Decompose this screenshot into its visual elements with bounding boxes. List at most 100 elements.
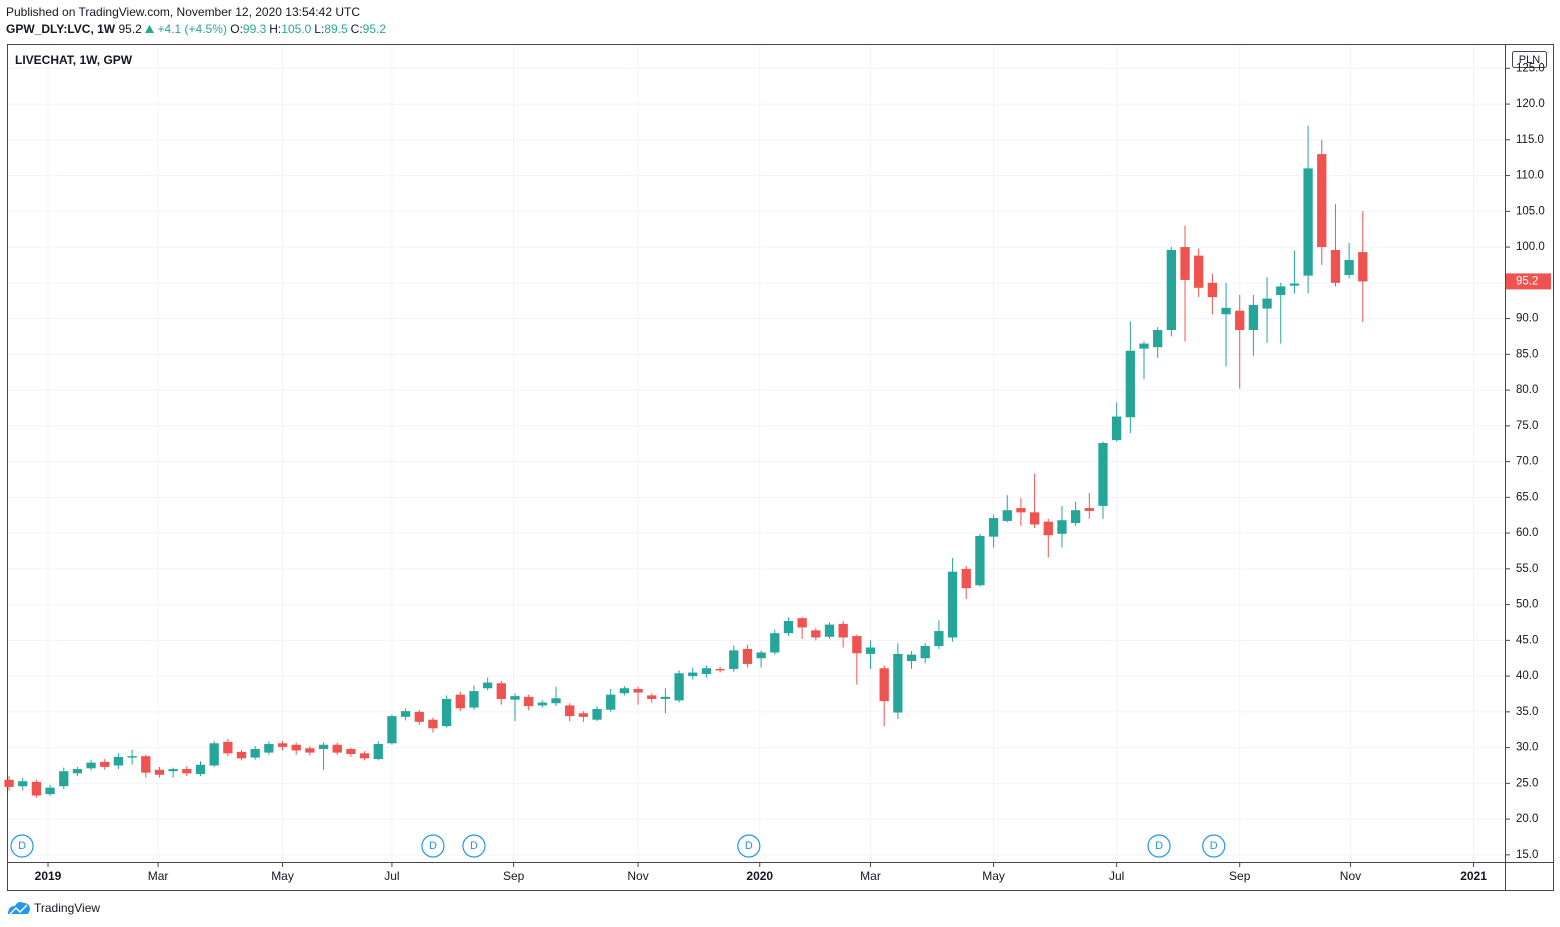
candle-body [947, 571, 958, 638]
candle-body [1330, 249, 1341, 283]
y-tick-label: 70.0 [1516, 456, 1538, 468]
x-tick-label: Mar [148, 869, 169, 883]
candle-body [182, 769, 192, 774]
y-tick-label: 75.0 [1516, 420, 1538, 432]
candle-body [59, 771, 69, 787]
candle-body [606, 694, 616, 710]
candle-body [1276, 286, 1286, 295]
y-tick-label: 40.0 [1516, 670, 1538, 682]
candle-body [865, 647, 876, 654]
candle-body [797, 618, 807, 628]
y-tick-label: 125.0 [1516, 62, 1545, 74]
candle-body [250, 749, 260, 758]
candle-body [1221, 307, 1231, 315]
x-tick-label: May [982, 869, 1005, 883]
candle-body [1207, 282, 1218, 298]
y-tick-label: 105.0 [1516, 205, 1545, 217]
ohlc-value: 95.2 [362, 22, 387, 36]
candle-body [482, 682, 493, 689]
candle-body [127, 756, 137, 758]
x-tick-label: Nov [1340, 869, 1361, 883]
candle-body [1125, 350, 1135, 418]
candle-body [428, 719, 438, 729]
up-arrow [145, 25, 155, 33]
candle-body [838, 623, 848, 638]
candle-body [783, 621, 794, 634]
candle-body [113, 756, 124, 766]
x-tick-label: Nov [627, 869, 648, 883]
brand: TradingView [34, 901, 100, 915]
candle-body [277, 743, 288, 747]
event-label: D [745, 840, 753, 852]
y-tick-label: 55.0 [1516, 563, 1538, 575]
candle-body [387, 716, 397, 744]
candle-body [496, 683, 506, 699]
candle-body [441, 698, 452, 727]
candle-body [1112, 416, 1122, 441]
candle-body [1070, 510, 1081, 524]
candle-body [45, 787, 55, 795]
event-marker [462, 834, 486, 858]
candle-body [674, 673, 684, 701]
candle-body [346, 749, 356, 755]
change: +4.1 (+4.5%) [157, 22, 227, 36]
ohlc-value: 105.0 [281, 22, 312, 36]
currency: PLN [1519, 54, 1540, 66]
brand-logo-line [9, 904, 28, 915]
candle-body [688, 672, 698, 677]
candle-body [920, 646, 930, 659]
event-label: D [470, 840, 478, 852]
x-tick-label: 2019 [35, 869, 62, 883]
candle-body [373, 744, 383, 760]
candle-body [1248, 304, 1259, 331]
candle-body [742, 648, 753, 664]
candle-body [1317, 154, 1327, 248]
ohlc-value: 99.3 [242, 22, 267, 36]
event-marker [10, 834, 34, 858]
event-marker [737, 834, 761, 858]
candle-body [223, 741, 233, 754]
symbol-line: GPW_DLY:LVC, 1W 95.2 +4.1 (+4.5%) O:99.3… [6, 22, 389, 36]
x-tick-label: Jul [1109, 869, 1124, 883]
x-tick-label: Jul [384, 869, 399, 883]
y-tick-label: 90.0 [1516, 313, 1538, 325]
candle-body [1166, 249, 1177, 331]
candle-body [1180, 247, 1190, 280]
x-tick-label: Sep [1229, 869, 1251, 883]
candle-body [72, 769, 83, 774]
ohlc-label: H: [269, 22, 282, 36]
ohlc-label: L: [314, 22, 325, 36]
chart-title: LIVECHAT, 1W, GPW [15, 53, 133, 67]
candle-body [4, 779, 14, 787]
candle-body [141, 756, 151, 773]
candle-body [469, 691, 479, 708]
candle-body [154, 769, 165, 775]
candle-body [770, 633, 780, 653]
candle-body [1235, 310, 1245, 331]
y-tick-label: 15.0 [1516, 849, 1538, 861]
ohlc-value: 89.5 [324, 22, 348, 36]
candle-body [1289, 283, 1300, 286]
y-tick-label: 50.0 [1516, 599, 1538, 611]
event-label: D [1155, 840, 1163, 852]
candle-body [291, 744, 301, 751]
candle-body [510, 696, 520, 700]
y-tick-label: 115.0 [1516, 134, 1544, 146]
candle-body [811, 630, 821, 638]
candle-body [195, 764, 206, 775]
x-tick-label: 2021 [1460, 869, 1487, 883]
candle-body [31, 781, 42, 796]
y-tick-label: 80.0 [1516, 384, 1538, 396]
candle-body [893, 653, 903, 713]
candle-body [264, 744, 274, 753]
candle-body [524, 696, 534, 707]
candle-body [879, 668, 889, 702]
candle-body [1153, 330, 1163, 348]
candle-body [1358, 252, 1368, 282]
y-tick-label: 35.0 [1516, 706, 1538, 718]
candle-body [1303, 168, 1313, 276]
candle-body [647, 695, 657, 699]
candle-body [537, 702, 547, 706]
y-tick-label: 20.0 [1516, 813, 1538, 825]
